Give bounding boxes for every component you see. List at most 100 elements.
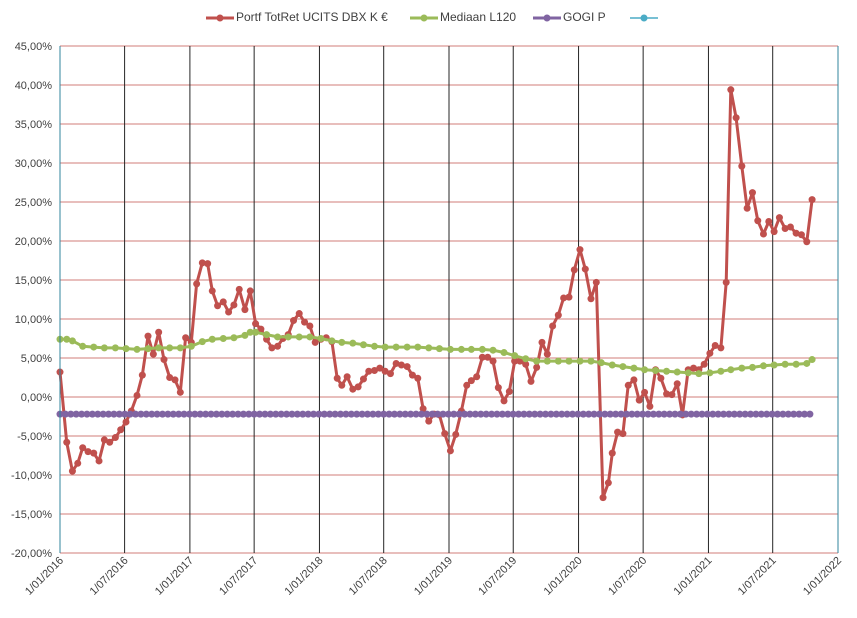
data-point [94,410,102,418]
data-point [489,346,497,354]
data-point [241,331,249,339]
data-point [690,364,698,372]
data-point [639,410,647,418]
data-point [500,349,508,357]
data-point [196,410,204,418]
data-point [283,410,291,418]
data-point [617,410,625,418]
data-point [359,341,367,349]
data-point [358,410,366,418]
data-point [100,436,108,444]
y-tick-label: 0,00% [21,392,52,404]
data-point [338,338,346,346]
data-point [576,246,584,254]
data-point [95,457,103,465]
data-point [408,371,416,379]
data-point [759,362,767,370]
data-point [606,410,614,418]
data-point [446,447,454,455]
data-point [252,320,260,328]
series-0 [56,86,816,502]
data-point [122,345,130,353]
data-point [225,308,233,316]
data-point [214,302,222,310]
data-point [99,410,107,418]
data-point [246,328,254,336]
data-point [133,391,141,399]
data-point [717,344,725,352]
data-point [709,410,717,418]
data-point [385,410,393,418]
data-point [757,410,765,418]
data-point [176,388,184,396]
data-point [725,410,733,418]
data-point [293,410,301,418]
data-point [619,363,627,371]
data-point [727,86,735,94]
data-point [563,410,571,418]
data-point [337,410,345,418]
data-point [781,225,789,233]
data-point [657,374,665,382]
data-point [770,361,778,369]
data-point [774,410,782,418]
data-point [284,333,292,341]
data-point [663,367,671,375]
data-point [68,467,76,475]
data-point [288,410,296,418]
data-point [241,306,249,314]
data-point [743,204,751,212]
data-point [509,410,517,418]
data-point [315,410,323,418]
x-axis-tick-labels: 1/01/2016 1/07/2016 1/01/2017 1/07/2017 1/01… [23,555,844,598]
data-point [142,410,150,418]
y-tick-label: 25,00% [15,197,53,209]
legend-label-mediaan: Mediaan L120 [440,10,517,24]
data-point [741,410,749,418]
data-point [166,374,174,381]
data-point [246,287,254,295]
data-point [727,366,735,374]
data-point [624,381,632,389]
data-point [649,410,657,418]
y-tick-label: 5,00% [21,353,52,365]
data-point [106,438,114,446]
data-point [396,410,404,418]
x-tick-label: 1/01/2022 [801,555,844,598]
data-point [207,410,215,418]
data-point [473,373,481,381]
series-2 [56,410,814,418]
data-point [414,374,422,382]
data-point [295,333,303,341]
data-point [354,383,362,391]
data-point [121,410,129,418]
data-point [714,410,722,418]
data-point [218,410,226,418]
data-point [187,342,195,350]
data-point [478,345,486,353]
data-point [467,345,475,353]
data-point [105,410,113,418]
data-point [67,410,75,418]
data-point [374,410,382,418]
x-tick-label: 1/01/2021 [671,555,714,598]
data-point [452,430,460,438]
data-point [455,410,463,418]
data-point [484,353,492,361]
data-point [252,328,260,336]
data-point [364,410,372,418]
data-point [569,410,577,418]
data-point [806,410,814,418]
data-point [527,377,535,385]
data-point [132,410,140,418]
data-point [554,311,562,319]
data-point [111,344,119,352]
data-point [208,335,216,343]
x-tick-label: 1/07/2016 [88,555,131,598]
data-point [159,410,167,418]
data-point [359,375,367,383]
data-point [111,434,119,442]
data-point [554,357,562,365]
data-point [425,344,433,352]
data-point [754,217,762,225]
